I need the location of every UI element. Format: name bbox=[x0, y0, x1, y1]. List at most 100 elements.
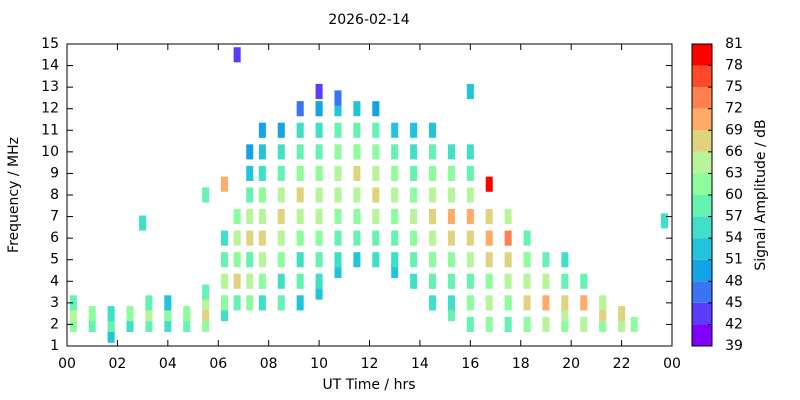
heat-cell bbox=[485, 295, 493, 311]
heat-cell bbox=[561, 316, 569, 332]
heat-cell bbox=[561, 295, 569, 311]
heat-cell bbox=[372, 252, 380, 268]
heat-cell bbox=[258, 187, 266, 203]
x-tick-label: 18 bbox=[512, 356, 530, 372]
heat-cell bbox=[183, 306, 191, 322]
x-tick-label: 20 bbox=[562, 356, 580, 372]
heat-cell bbox=[410, 144, 418, 160]
heat-cell bbox=[391, 144, 399, 160]
heat-cell bbox=[202, 316, 210, 332]
heat-cell bbox=[221, 273, 229, 289]
x-tick-label: 22 bbox=[613, 356, 631, 372]
colorbar-tick-label: 81 bbox=[725, 36, 743, 52]
heat-cell bbox=[296, 230, 304, 246]
heat-cell bbox=[277, 230, 285, 246]
colorbar-tick-label: 57 bbox=[725, 209, 743, 225]
colorbar-band bbox=[692, 173, 712, 195]
colorbar-tick-label: 51 bbox=[725, 252, 743, 268]
heat-cell bbox=[372, 144, 380, 160]
heat-cell bbox=[145, 295, 153, 311]
heat-cell bbox=[246, 295, 254, 311]
heat-cell bbox=[353, 165, 361, 181]
colorbar-tick-label: 39 bbox=[725, 338, 743, 354]
x-tick-label: 16 bbox=[461, 356, 479, 372]
y-tick-label: 15 bbox=[41, 36, 59, 52]
heat-cell bbox=[410, 187, 418, 203]
heat-cell bbox=[334, 252, 342, 268]
heat-cell bbox=[485, 230, 493, 246]
heat-cell bbox=[315, 122, 323, 138]
heat-cell bbox=[428, 144, 437, 160]
heat-cell bbox=[246, 230, 254, 246]
heat-cell bbox=[523, 316, 531, 332]
heat-cell bbox=[599, 316, 607, 332]
heat-cell bbox=[353, 122, 361, 138]
heat-cell bbox=[233, 273, 241, 289]
heat-cell bbox=[353, 187, 361, 203]
heat-cell bbox=[523, 273, 531, 289]
heat-cell bbox=[428, 187, 437, 203]
heat-cell bbox=[542, 273, 550, 289]
heat-cell bbox=[334, 209, 342, 225]
heat-cell bbox=[126, 316, 134, 332]
heat-cell bbox=[447, 273, 455, 289]
heat-cell bbox=[410, 273, 418, 289]
x-tick-label: 08 bbox=[260, 356, 278, 372]
heat-cell bbox=[391, 165, 399, 181]
heat-cell bbox=[277, 273, 285, 289]
heat-cell bbox=[296, 122, 304, 138]
heat-cell bbox=[315, 101, 323, 117]
heat-cell bbox=[183, 316, 191, 332]
heat-cell bbox=[246, 144, 254, 160]
heat-cell bbox=[221, 252, 229, 268]
colorbar-band bbox=[692, 281, 712, 303]
colorbar-tick-label: 45 bbox=[725, 295, 743, 311]
colorbar-band bbox=[692, 130, 712, 152]
heat-cell bbox=[353, 209, 361, 225]
heat-cell bbox=[353, 252, 361, 268]
y-tick-label: 2 bbox=[50, 316, 59, 332]
heat-cell bbox=[504, 273, 512, 289]
x-tick-label: 02 bbox=[109, 356, 127, 372]
heat-cell bbox=[277, 209, 285, 225]
heat-cell bbox=[277, 295, 285, 311]
heat-cell bbox=[485, 316, 493, 332]
heat-cell bbox=[391, 187, 399, 203]
y-tick-label: 5 bbox=[50, 252, 59, 268]
heat-cell bbox=[353, 144, 361, 160]
heat-cell bbox=[296, 273, 304, 289]
heat-cell bbox=[164, 295, 172, 311]
colorbar-tick-label: 42 bbox=[725, 316, 743, 332]
heat-cell bbox=[233, 230, 241, 246]
y-tick-label: 11 bbox=[41, 122, 59, 138]
heat-cell bbox=[428, 209, 437, 225]
heat-cell bbox=[391, 209, 399, 225]
heat-cell bbox=[466, 316, 474, 332]
heat-cell bbox=[630, 316, 638, 332]
y-tick-label: 9 bbox=[50, 165, 59, 181]
heat-cell bbox=[410, 122, 418, 138]
heat-cell bbox=[504, 252, 512, 268]
colorbar-band bbox=[692, 324, 712, 346]
colorbar-tick-label: 48 bbox=[725, 273, 743, 289]
heat-cell bbox=[561, 252, 569, 268]
heat-cell bbox=[504, 295, 512, 311]
heat-cell bbox=[428, 230, 437, 246]
heat-cell bbox=[221, 295, 229, 311]
y-tick-label: 14 bbox=[41, 58, 59, 74]
y-tick-label: 10 bbox=[41, 144, 59, 160]
heat-cell bbox=[523, 295, 531, 311]
heat-cell bbox=[233, 209, 241, 225]
heat-cell bbox=[107, 316, 115, 332]
x-tick-label: 14 bbox=[411, 356, 429, 372]
colorbar-tick-label: 63 bbox=[725, 165, 743, 181]
heat-cell bbox=[296, 295, 304, 311]
heat-cell bbox=[372, 165, 380, 181]
heat-cell bbox=[372, 187, 380, 203]
y-tick-label: 6 bbox=[50, 230, 59, 246]
y-axis-label: Frequency / MHz bbox=[6, 137, 22, 253]
colorbar-tick-label: 66 bbox=[725, 144, 743, 160]
heat-cell bbox=[599, 306, 607, 322]
heat-cell bbox=[277, 252, 285, 268]
